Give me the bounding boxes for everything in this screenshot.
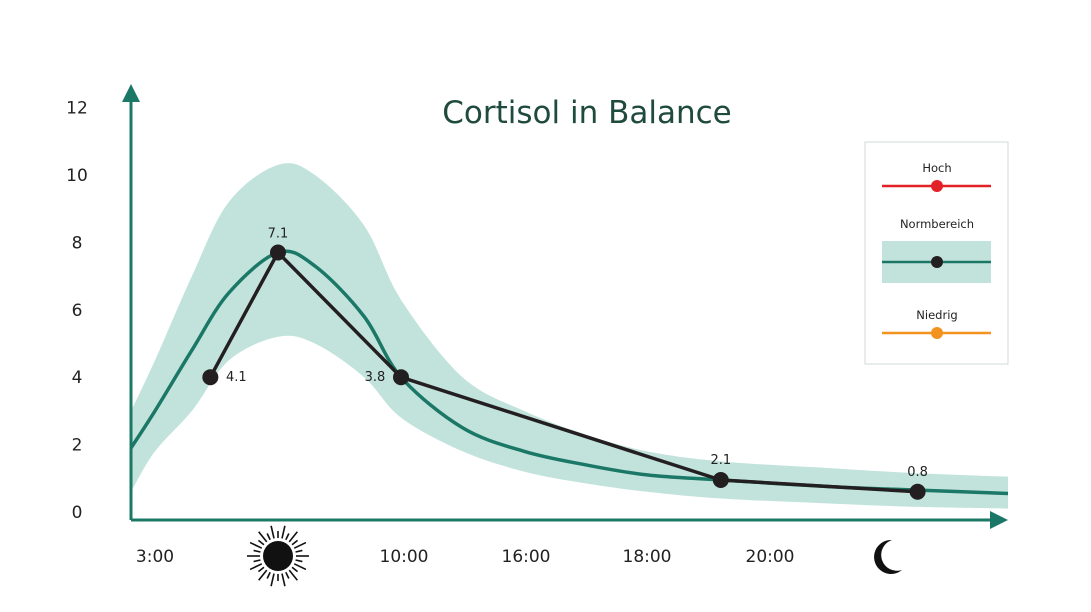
y-tick-label: 2 bbox=[72, 436, 83, 456]
data-point bbox=[270, 244, 286, 261]
legend: Hoch Normbereich Niedrig bbox=[864, 141, 1009, 365]
x-tick-label: 18:00 bbox=[623, 547, 672, 567]
y-tick-label: 8 bbox=[72, 233, 83, 253]
data-label: 2.1 bbox=[710, 453, 731, 468]
normal-range-band bbox=[131, 163, 1008, 509]
x-tick-label: 16:00 bbox=[502, 547, 551, 567]
y-tick-label: 4 bbox=[72, 368, 83, 388]
y-tick-label: 12 bbox=[66, 99, 88, 119]
legend-label-normbereich: Normbereich bbox=[900, 217, 974, 231]
data-point bbox=[909, 483, 926, 500]
data-label: 0.8 bbox=[907, 465, 928, 480]
legend-marker-normbereich bbox=[931, 256, 943, 268]
data-label: 3.8 bbox=[365, 370, 386, 385]
data-label: 4.1 bbox=[226, 370, 247, 385]
y-tick-label: 10 bbox=[66, 166, 88, 186]
moon-icon bbox=[874, 539, 902, 574]
legend-marker-hoch bbox=[931, 180, 943, 192]
legend-label-niedrig: Niedrig bbox=[916, 308, 957, 322]
legend-label-hoch: Hoch bbox=[922, 161, 951, 175]
x-tick-label: 3:00 bbox=[136, 547, 174, 567]
data-point bbox=[712, 471, 729, 488]
data-point bbox=[393, 369, 409, 386]
sun-icon bbox=[247, 525, 309, 587]
legend-marker-niedrig bbox=[931, 327, 943, 339]
data-point bbox=[202, 369, 219, 386]
x-tick-label: 20:00 bbox=[746, 547, 795, 567]
x-tick-label: 10:00 bbox=[380, 547, 429, 567]
data-label: 7.1 bbox=[268, 227, 289, 242]
chart-title: Cortisol in Balance bbox=[442, 95, 731, 131]
y-tick-label: 0 bbox=[72, 503, 83, 523]
y-axis-arrow-icon bbox=[122, 84, 140, 102]
x-axis-arrow-icon bbox=[990, 511, 1008, 529]
y-tick-label: 6 bbox=[72, 301, 83, 321]
